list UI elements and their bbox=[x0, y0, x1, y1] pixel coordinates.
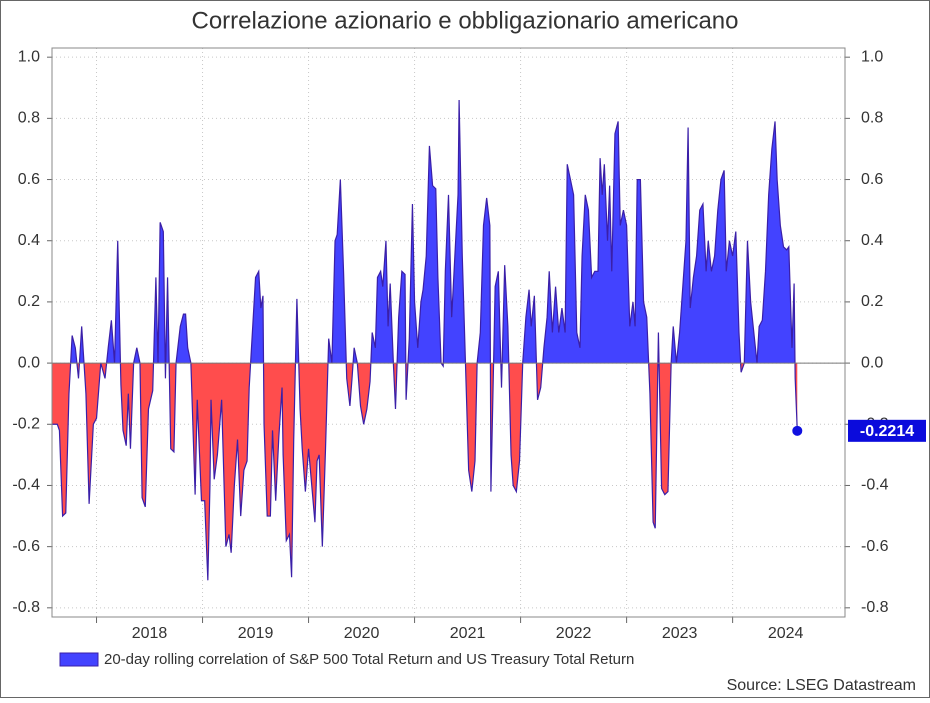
x-tick-label: 2022 bbox=[556, 625, 592, 642]
legend-swatch bbox=[59, 652, 99, 667]
x-tick-label: 2023 bbox=[662, 625, 698, 642]
x-tick-label: 2020 bbox=[344, 625, 380, 642]
legend-label: 20-day rolling correlation of S&P 500 To… bbox=[104, 651, 634, 668]
y-tick-label: -0.4 bbox=[12, 477, 40, 494]
line bbox=[52, 99, 798, 581]
y-tick-label: 0.0 bbox=[18, 354, 40, 371]
y2-tick-label: -0.4 bbox=[861, 477, 889, 494]
area-negative bbox=[52, 363, 798, 581]
last-value-tag bbox=[848, 419, 926, 442]
y2-tick-label: 0.0 bbox=[861, 354, 883, 371]
y2-tick-label: 0.6 bbox=[861, 171, 883, 188]
y-tick-label: -0.8 bbox=[12, 599, 40, 616]
y-tick-label: -0.2 bbox=[12, 415, 40, 432]
y-tick-label: 0.2 bbox=[18, 293, 40, 310]
chart-title: Correlazione azionario e obbligazionario… bbox=[192, 7, 739, 34]
y-tick-label: 1.0 bbox=[18, 48, 40, 65]
y2-tick-label: -0.6 bbox=[861, 538, 889, 555]
y-tick-label: -0.6 bbox=[12, 538, 40, 555]
y2-tick-label: 0.4 bbox=[861, 232, 883, 249]
x-tick-label: 2021 bbox=[450, 625, 486, 642]
area-positive bbox=[52, 100, 798, 364]
x-tick-label: 2018 bbox=[132, 625, 168, 642]
last-value-label: -0.2214 bbox=[860, 423, 914, 440]
y2-tick-label: 0.8 bbox=[861, 110, 883, 127]
y2-tick-label: -0.8 bbox=[861, 599, 889, 616]
y2-tick-label: 0.2 bbox=[861, 293, 883, 310]
y-tick-label: 0.6 bbox=[18, 171, 40, 188]
plot-frame bbox=[51, 47, 846, 618]
x-tick-label: 2019 bbox=[238, 625, 274, 642]
y-tick-label: 0.4 bbox=[18, 232, 40, 249]
y2-tick-label: 1.0 bbox=[861, 48, 883, 65]
y-tick-label: 0.8 bbox=[18, 110, 40, 127]
x-tick-label: 2024 bbox=[768, 625, 804, 642]
last-point bbox=[792, 425, 803, 436]
source: Source: LSEG Datastream bbox=[727, 677, 916, 694]
